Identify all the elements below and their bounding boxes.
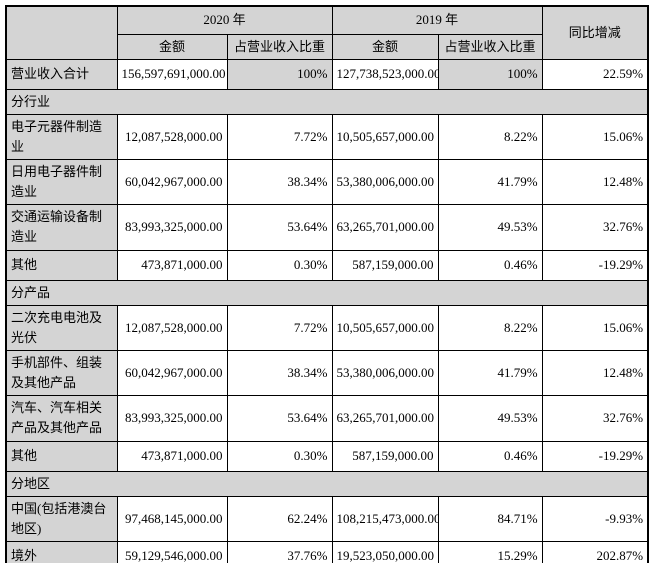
row-label: 中国(包括港澳台地区) xyxy=(5,495,118,543)
col-header-year-2019: 2019 年 xyxy=(331,5,543,35)
amount-2020: 59,129,546,000.00 xyxy=(116,541,228,563)
amount-2019: 108,215,473,000.00 xyxy=(331,495,439,543)
amount-2019: 63,265,701,000.00 xyxy=(331,204,439,251)
section-row-industry: 分行业 xyxy=(5,88,649,115)
yoy-change: 32.76% xyxy=(541,204,649,251)
amount-2019: 127,738,523,000.00 xyxy=(331,58,439,90)
section-row-region: 分地区 xyxy=(5,470,649,497)
section-row-product: 分产品 xyxy=(5,279,649,306)
amount-2020: 83,993,325,000.00 xyxy=(116,395,228,442)
amount-2019: 19,523,050,000.00 xyxy=(331,541,439,563)
row-label: 日用电子器件制造业 xyxy=(5,159,118,206)
yoy-change: 15.06% xyxy=(541,304,649,352)
corner-blank-cell xyxy=(5,5,118,60)
table-row: 汽车、汽车相关产品及其他产品 83,993,325,000.00 53.64% … xyxy=(5,395,649,442)
ratio-2019: 0.46% xyxy=(437,440,543,472)
amount-2020: 83,993,325,000.00 xyxy=(116,204,228,251)
amount-2019: 53,380,006,000.00 xyxy=(331,350,439,397)
yoy-change: 202.87% xyxy=(541,541,649,563)
table-row: 电子元器件制造业 12,087,528,000.00 7.72% 10,505,… xyxy=(5,113,649,161)
ratio-2020: 7.72% xyxy=(226,113,333,161)
table-row: 其他 473,871,000.00 0.30% 587,159,000.00 0… xyxy=(5,440,649,472)
amount-2020: 156,597,691,000.00 xyxy=(116,58,228,90)
amount-2020: 12,087,528,000.00 xyxy=(116,304,228,352)
table-row: 中国(包括港澳台地区) 97,468,145,000.00 62.24% 108… xyxy=(5,495,649,543)
ratio-2020: 0.30% xyxy=(226,249,333,281)
ratio-2020: 37.76% xyxy=(226,541,333,563)
table-row: 二次充电电池及光伏 12,087,528,000.00 7.72% 10,505… xyxy=(5,304,649,352)
ratio-2019: 41.79% xyxy=(437,350,543,397)
amount-2019: 63,265,701,000.00 xyxy=(331,395,439,442)
ratio-2020: 100% xyxy=(226,58,333,90)
amount-2020: 473,871,000.00 xyxy=(116,440,228,472)
ratio-2020: 53.64% xyxy=(226,204,333,251)
row-label: 其他 xyxy=(5,440,118,472)
ratio-2019: 41.79% xyxy=(437,159,543,206)
table-row: 境外 59,129,546,000.00 37.76% 19,523,050,0… xyxy=(5,541,649,563)
ratio-2019: 84.71% xyxy=(437,495,543,543)
ratio-2019: 49.53% xyxy=(437,395,543,442)
section-title: 分地区 xyxy=(5,470,649,497)
yoy-change: -19.29% xyxy=(541,249,649,281)
col-header-amount-2019: 金额 xyxy=(331,33,439,60)
yoy-change: -19.29% xyxy=(541,440,649,472)
table-row-total: 营业收入合计 156,597,691,000.00 100% 127,738,5… xyxy=(5,58,649,90)
col-header-yoy: 同比增减 xyxy=(541,5,649,60)
row-label: 其他 xyxy=(5,249,118,281)
ratio-2020: 53.64% xyxy=(226,395,333,442)
table-row: 手机部件、组装及其他产品 60,042,967,000.00 38.34% 53… xyxy=(5,350,649,397)
section-title: 分产品 xyxy=(5,279,649,306)
yoy-change: 22.59% xyxy=(541,58,649,90)
row-label: 营业收入合计 xyxy=(5,58,118,90)
yoy-change: 12.48% xyxy=(541,159,649,206)
header-row-years: 2020 年 2019 年 同比增减 xyxy=(5,5,649,60)
yoy-change: 12.48% xyxy=(541,350,649,397)
amount-2020: 97,468,145,000.00 xyxy=(116,495,228,543)
row-label: 电子元器件制造业 xyxy=(5,113,118,161)
yoy-change: 15.06% xyxy=(541,113,649,161)
header-row-metrics: 金额 占营业收入比重 金额 占营业收入比重 xyxy=(6,33,648,60)
table-row: 交通运输设备制造业 83,993,325,000.00 53.64% 63,26… xyxy=(5,204,649,251)
yoy-change: -9.93% xyxy=(541,495,649,543)
amount-2020: 473,871,000.00 xyxy=(116,249,228,281)
col-header-ratio-2020: 占营业收入比重 xyxy=(226,33,333,60)
col-header-amount-2020: 金额 xyxy=(116,33,228,60)
ratio-2019: 0.46% xyxy=(437,249,543,281)
revenue-breakdown-table: 2020 年 2019 年 同比增减 金额 占营业收入比重 金额 占营业收入比重… xyxy=(5,5,650,563)
ratio-2019: 49.53% xyxy=(437,204,543,251)
table-row: 其他 473,871,000.00 0.30% 587,159,000.00 0… xyxy=(5,249,649,281)
ratio-2020: 7.72% xyxy=(226,304,333,352)
row-label: 境外 xyxy=(5,541,118,563)
amount-2019: 10,505,657,000.00 xyxy=(331,304,439,352)
col-header-ratio-2019: 占营业收入比重 xyxy=(437,33,543,60)
section-title: 分行业 xyxy=(5,88,649,115)
row-label: 汽车、汽车相关产品及其他产品 xyxy=(5,395,118,442)
ratio-2019: 8.22% xyxy=(437,113,543,161)
amount-2020: 60,042,967,000.00 xyxy=(116,159,228,206)
row-label: 交通运输设备制造业 xyxy=(5,204,118,251)
amount-2019: 587,159,000.00 xyxy=(331,249,439,281)
ratio-2020: 62.24% xyxy=(226,495,333,543)
col-header-year-2020: 2020 年 xyxy=(116,5,333,35)
ratio-2019: 15.29% xyxy=(437,541,543,563)
amount-2020: 60,042,967,000.00 xyxy=(116,350,228,397)
amount-2020: 12,087,528,000.00 xyxy=(116,113,228,161)
amount-2019: 587,159,000.00 xyxy=(331,440,439,472)
yoy-change: 32.76% xyxy=(541,395,649,442)
amount-2019: 53,380,006,000.00 xyxy=(331,159,439,206)
ratio-2019: 100% xyxy=(437,58,543,90)
table-row: 日用电子器件制造业 60,042,967,000.00 38.34% 53,38… xyxy=(5,159,649,206)
ratio-2019: 8.22% xyxy=(437,304,543,352)
ratio-2020: 38.34% xyxy=(226,350,333,397)
amount-2019: 10,505,657,000.00 xyxy=(331,113,439,161)
ratio-2020: 38.34% xyxy=(226,159,333,206)
row-label: 手机部件、组装及其他产品 xyxy=(5,350,118,397)
row-label: 二次充电电池及光伏 xyxy=(5,304,118,352)
ratio-2020: 0.30% xyxy=(226,440,333,472)
